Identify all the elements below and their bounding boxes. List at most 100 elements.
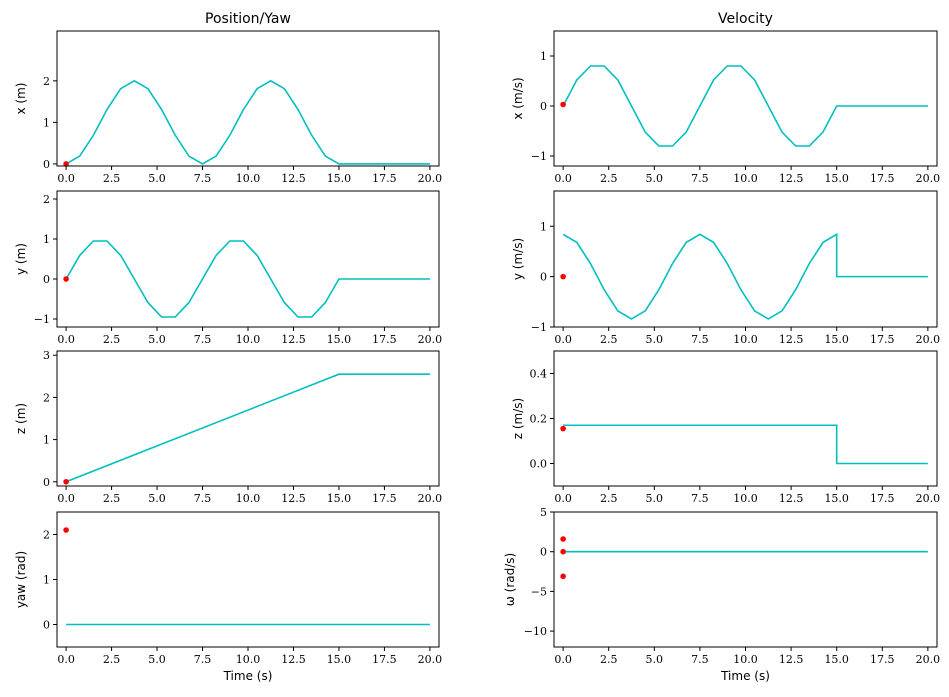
- x-tick-label: 12.5: [281, 333, 306, 346]
- x-tick-label: 2.5: [103, 333, 121, 346]
- x-tick-label: 5.0: [148, 333, 166, 346]
- x-tick-label: 2.5: [103, 653, 121, 666]
- axes-frame: [553, 511, 938, 648]
- x-tick-label: 17.5: [870, 492, 895, 505]
- y-tick-label: 0: [43, 476, 50, 489]
- x-tick-label: 5.0: [646, 172, 664, 185]
- x-tick-label: 0.0: [57, 333, 75, 346]
- x-tick-label: 7.5: [194, 653, 212, 666]
- x-tick-label: 0.0: [554, 333, 572, 346]
- panel-title: Position/Yaw: [205, 11, 291, 27]
- x-tick-label: 20.0: [418, 333, 443, 346]
- y-axis-label: x (m): [14, 83, 28, 115]
- x-tick-label: 15.0: [327, 172, 352, 185]
- y-tick-label: −1: [531, 150, 547, 163]
- x-tick-label: 10.0: [733, 492, 758, 505]
- x-tick-label: 12.5: [779, 172, 804, 185]
- x-tick-label: 15.0: [824, 333, 849, 346]
- x-tick-label: 0.0: [554, 653, 572, 666]
- y-axis-label: y (m): [14, 243, 28, 275]
- x-tick-label: 5.0: [646, 653, 664, 666]
- panel-5: 0.0 2.5 5.0 7.5 10.0 12.5 15.0 17.5 20.0 0 1 2 3 z (m…: [14, 349, 442, 505]
- x-tick-label: 12.5: [281, 172, 306, 185]
- x-tick-label: 17.5: [870, 333, 895, 346]
- data-point: [560, 536, 566, 542]
- x-tick-label: 15.0: [327, 492, 352, 505]
- data-point: [63, 478, 69, 485]
- x-tick-label: 10.0: [236, 653, 261, 666]
- series-line: [65, 240, 430, 318]
- panel-title: Velocity: [718, 11, 773, 27]
- x-tick-label: 5.0: [148, 653, 166, 666]
- y-tick-label: −10: [524, 625, 547, 638]
- x-tick-label: 5.0: [148, 492, 166, 505]
- y-tick-label: 0: [43, 273, 50, 286]
- data-point: [560, 273, 566, 280]
- y-tick-label: 0: [540, 100, 547, 113]
- x-tick-label: 7.5: [691, 492, 709, 505]
- axes-frame: [553, 30, 938, 167]
- x-tick-label: 15.0: [327, 333, 352, 346]
- x-tick-label: 2.5: [600, 492, 618, 505]
- x-tick-label: 17.5: [372, 653, 397, 666]
- x-tick-label: 2.5: [600, 172, 618, 185]
- x-tick-label: 0.0: [57, 653, 75, 666]
- x-tick-label: 7.5: [194, 172, 212, 185]
- y-tick-label: 0.2: [530, 413, 548, 426]
- y-tick-label: −1: [531, 321, 547, 334]
- x-tick-label: 5.0: [646, 492, 664, 505]
- x-tick-label: 15.0: [824, 172, 849, 185]
- data-point: [560, 548, 566, 555]
- x-tick-label: 20.0: [418, 653, 443, 666]
- x-tick-label: 17.5: [870, 653, 895, 666]
- x-axis-label: Time (s): [223, 669, 273, 683]
- axes-frame: [56, 190, 440, 328]
- x-tick-label: 20.0: [418, 492, 443, 505]
- x-tick-label: 10.0: [733, 653, 758, 666]
- y-tick-label: 1: [43, 434, 50, 447]
- y-tick-label: 1: [43, 116, 50, 129]
- y-tick-label: 0: [540, 271, 547, 284]
- y-axis-label: ω (rad/s): [503, 553, 517, 606]
- axes-frame: [56, 511, 440, 648]
- y-tick-label: 2: [43, 529, 50, 542]
- x-tick-label: 5.0: [646, 333, 664, 346]
- y-tick-label: −1: [34, 313, 50, 326]
- y-tick-label: −5: [531, 585, 547, 598]
- x-tick-label: 7.5: [691, 172, 709, 185]
- y-tick-label: 5: [540, 506, 547, 519]
- y-axis-label: z (m/s): [511, 398, 525, 439]
- x-tick-label: 2.5: [600, 333, 618, 346]
- x-tick-label: 12.5: [281, 653, 306, 666]
- axes-frame: [553, 190, 938, 328]
- x-tick-label: 10.0: [236, 333, 261, 346]
- x-tick-label: 7.5: [194, 333, 212, 346]
- x-tick-label: 7.5: [194, 492, 212, 505]
- panel-3: 0.0 2.5 5.0 7.5 10.0 12.5 15.0 17.5 20.0 −1 0 1 2 y (…: [14, 190, 443, 346]
- x-tick-label: 2.5: [103, 492, 121, 505]
- panel-7: 0.0 2.5 5.0 7.5 10.0 12.5 15.0 17.5 20.0 0 1 2 yaw (…: [14, 511, 443, 683]
- data-point: [560, 101, 566, 108]
- x-tick-label: 12.5: [281, 492, 306, 505]
- y-tick-label: 1: [43, 574, 50, 587]
- axes-frame: [553, 350, 938, 487]
- y-tick-label: 0.4: [530, 368, 548, 381]
- y-axis-label: x (m/s): [511, 77, 525, 119]
- x-tick-label: 12.5: [779, 333, 804, 346]
- x-tick-label: 15.0: [824, 653, 849, 666]
- data-point: [63, 276, 69, 282]
- y-tick-label: 1: [43, 233, 50, 246]
- y-tick-label: 0: [43, 619, 50, 632]
- panel-6: 0.0 2.5 5.0 7.5 10.0 12.5 15.0 17.5 20.0 0.0 0.2 0.…: [511, 350, 940, 505]
- y-tick-label: 2: [43, 75, 50, 88]
- x-tick-label: 10.0: [236, 492, 261, 505]
- x-tick-label: 10.0: [733, 172, 758, 185]
- x-tick-label: 20.0: [916, 172, 941, 185]
- y-tick-label: 2: [43, 391, 50, 404]
- panel-2: 0.0 2.5 5.0 7.5 10.0 12.5 15.0 17.5 20.0 −1 0 1 x (m…: [511, 11, 940, 185]
- series-line: [65, 79, 430, 165]
- series-line: [563, 424, 928, 465]
- axes-frame: [56, 350, 440, 487]
- x-tick-label: 12.5: [779, 492, 804, 505]
- y-tick-label: 0.0: [530, 458, 548, 471]
